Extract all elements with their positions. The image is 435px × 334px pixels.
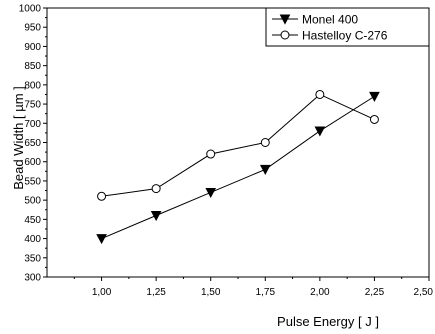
y-tick-label: 700 bbox=[24, 119, 41, 130]
data-point-open-circle bbox=[206, 149, 216, 159]
series-line bbox=[101, 93, 375, 197]
y-tick-label: 650 bbox=[24, 138, 41, 149]
y-tick-label: 800 bbox=[24, 80, 41, 91]
y-tick-label: 750 bbox=[24, 100, 41, 111]
y-tick-label: 950 bbox=[24, 23, 41, 34]
x-tick-label: 2,50 bbox=[414, 287, 434, 298]
legend-label: Hastelloy C-276 bbox=[302, 29, 388, 43]
data-point-open-circle bbox=[97, 191, 107, 201]
data-point-open-circle bbox=[151, 184, 161, 194]
data-point-filled-triangle bbox=[259, 164, 271, 175]
y-axis-ticks: 300 350 400 450 500 550 600 650 700 750 800 850 900 9… bbox=[19, 4, 47, 284]
y-tick-label: 1000 bbox=[19, 4, 42, 15]
data-point-open-circle bbox=[260, 138, 270, 147]
x-tick-label: 1,25 bbox=[146, 287, 166, 298]
y-axis-label: Bead Width [ µm ] bbox=[11, 86, 26, 190]
x-axis-ticks: 1,00 1,25 1,50 1,75 2,00 2,25 2,50 bbox=[73, 277, 434, 298]
y-tick-label: 300 bbox=[24, 273, 41, 284]
x-tick-label: 1,00 bbox=[92, 287, 112, 298]
x-axis-label: Pulse Energy [ J ] bbox=[277, 314, 379, 329]
legend: Monel 400 Hastelloy C-276 bbox=[265, 7, 430, 47]
y-tick-label: 850 bbox=[24, 61, 41, 72]
data-point-filled-triangle bbox=[314, 126, 326, 137]
legend-label: Monel 400 bbox=[302, 13, 358, 27]
series-0 bbox=[96, 91, 380, 245]
x-tick-label: 2,25 bbox=[365, 287, 385, 298]
series-line bbox=[101, 95, 375, 240]
legend-box bbox=[265, 7, 430, 47]
data-point-open-circle bbox=[369, 114, 379, 124]
data-point-filled-triangle bbox=[205, 187, 217, 199]
legend-marker bbox=[279, 14, 291, 25]
series-1 bbox=[97, 89, 379, 201]
data-point-filled-triangle bbox=[96, 234, 107, 245]
y-tick-label: 500 bbox=[24, 196, 41, 207]
x-tick-label: 2,00 bbox=[310, 287, 330, 298]
x-tick-label: 1,50 bbox=[201, 287, 221, 298]
y-tick-label: 450 bbox=[24, 215, 41, 226]
y-tick-label: 400 bbox=[24, 234, 41, 245]
y-tick-label: 350 bbox=[24, 253, 41, 264]
series-layer bbox=[96, 89, 380, 245]
y-tick-label: 600 bbox=[24, 157, 41, 168]
x-tick-label: 1,75 bbox=[256, 287, 276, 298]
legend-marker bbox=[280, 30, 290, 40]
data-point-filled-triangle bbox=[150, 211, 162, 222]
data-point-filled-triangle bbox=[369, 91, 380, 102]
data-point-open-circle bbox=[315, 89, 325, 99]
y-tick-label: 550 bbox=[24, 176, 41, 187]
y-tick-label: 900 bbox=[24, 42, 41, 53]
